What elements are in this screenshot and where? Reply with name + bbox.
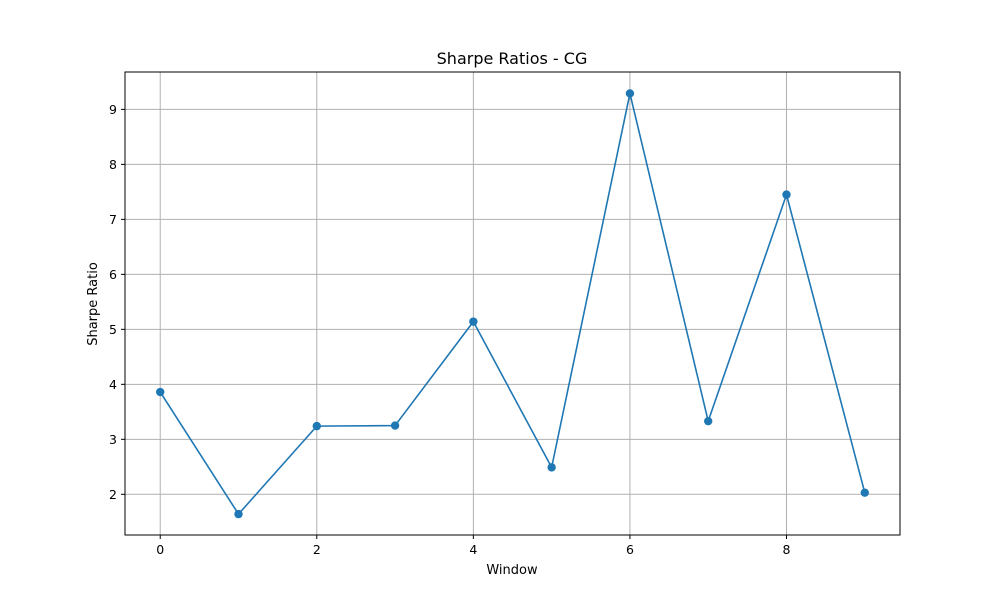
x-axis-label: Window (486, 563, 538, 578)
data-point (860, 488, 869, 497)
x-tick-label: 4 (469, 542, 477, 557)
y-tick-label: 2 (109, 487, 117, 502)
ticks-layer: 0 2 4 6 8 2 3 4 5 6 7 8 9 (109, 102, 790, 557)
x-tick-label: 0 (156, 542, 164, 557)
x-tick-label: 8 (783, 542, 791, 557)
y-tick-label: 8 (109, 157, 117, 172)
y-tick-label: 6 (109, 267, 117, 282)
data-point (704, 416, 713, 426)
data-point (469, 317, 478, 326)
data-point (234, 509, 243, 519)
x-tick-label: 6 (626, 542, 634, 557)
y-tick-label: 5 (109, 322, 117, 337)
plot-frame (124, 71, 901, 536)
chart-title: Sharpe Ratios - CG (437, 49, 588, 68)
series-line (159, 92, 866, 515)
data-point (156, 387, 165, 397)
grid-layer (125, 72, 900, 535)
y-tick-label: 7 (109, 212, 117, 227)
data-point (547, 463, 556, 472)
y-axis-label: Sharpe Ratio (86, 262, 101, 346)
data-point (625, 89, 635, 98)
data-point (390, 421, 400, 430)
y-tick-label: 3 (109, 432, 117, 447)
series-layer (156, 89, 869, 519)
y-tick-label: 9 (109, 102, 117, 117)
data-point (782, 190, 791, 199)
y-tick-label: 4 (109, 377, 117, 392)
data-point (312, 421, 321, 431)
x-tick-label: 2 (313, 542, 321, 557)
